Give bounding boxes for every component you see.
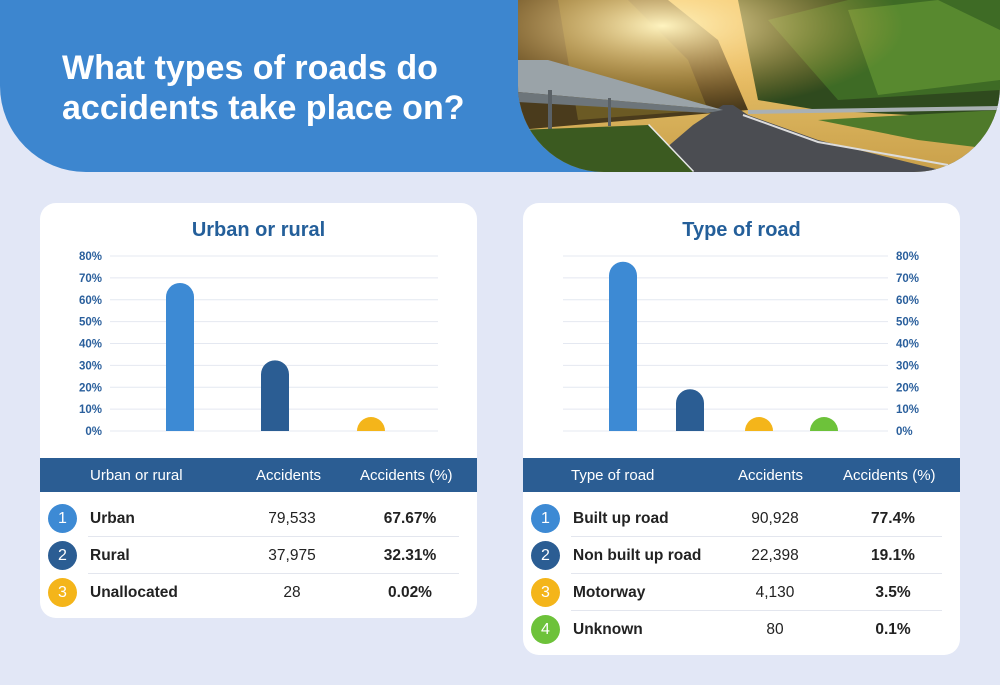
- bar-non-built-up-road: [676, 389, 704, 431]
- row-label: Rural: [90, 547, 130, 564]
- y-tick-label: 70%: [79, 273, 102, 285]
- y-tick-label: 80%: [896, 251, 919, 263]
- row-percent: 3.5%: [875, 584, 911, 601]
- table-row: 2 Rural 37,975 32.31%: [40, 537, 477, 574]
- column-header: Accidents: [256, 467, 322, 484]
- y-tick-label: 0%: [85, 426, 102, 438]
- bar-motorway: [745, 417, 773, 431]
- row-accidents: 4,130: [755, 584, 795, 601]
- row-label: Unknown: [573, 621, 643, 638]
- row-percent: 32.31%: [383, 547, 437, 564]
- y-tick-label: 60%: [896, 295, 919, 307]
- row-accidents: 79,533: [268, 510, 316, 527]
- row-number-badge: 1: [531, 504, 560, 533]
- page-title: What types of roads do accidents take pl…: [62, 49, 465, 127]
- bar-unknown: [810, 417, 838, 431]
- road-type-bar-chart: 0% 10% 20% 30% 40% 50% 60% 70% 80%: [563, 251, 919, 438]
- row-label: Unallocated: [90, 584, 178, 601]
- column-header: Accidents (%): [360, 467, 453, 484]
- y-tick-label: 30%: [896, 360, 919, 372]
- row-number-badge: 3: [531, 578, 560, 607]
- y-tick-label: 10%: [896, 404, 919, 416]
- column-header: Type of road: [571, 467, 655, 484]
- y-tick-label: 40%: [896, 339, 919, 351]
- column-header: Accidents: [738, 467, 804, 484]
- row-number-badge: 2: [48, 541, 77, 570]
- table-row: 1 Urban 79,533 67.67%: [40, 500, 477, 537]
- y-tick-label: 10%: [79, 404, 102, 416]
- y-tick-label: 50%: [896, 317, 919, 329]
- column-header: Accidents (%): [843, 467, 936, 484]
- y-tick-label: 60%: [79, 295, 102, 307]
- row-number-badge: 2: [531, 541, 560, 570]
- table-row: 4 Unknown 80 0.1%: [523, 611, 960, 648]
- y-tick-label: 50%: [79, 317, 102, 329]
- table-row: 3 Motorway 4,130 3.5%: [523, 574, 960, 611]
- y-tick-label: 0%: [896, 426, 913, 438]
- y-tick-label: 70%: [896, 273, 919, 285]
- urban-rural-chart-title: Urban or rural: [191, 219, 326, 241]
- row-label: Non built up road: [573, 547, 702, 564]
- table-row: 2 Non built up road 22,398 19.1%: [523, 537, 960, 574]
- row-accidents: 80: [766, 621, 784, 638]
- row-accidents: 90,928: [751, 510, 799, 527]
- row-label: Motorway: [573, 584, 646, 601]
- bar-urban: [166, 282, 194, 431]
- row-accidents: 22,398: [751, 547, 799, 564]
- y-tick-label: 20%: [896, 382, 919, 394]
- row-number-badge: 4: [531, 615, 560, 644]
- row-percent: 0.1%: [875, 621, 911, 638]
- row-percent: 0.02%: [388, 584, 432, 601]
- row-accidents: 37,975: [268, 547, 316, 564]
- column-header: Urban or rural: [90, 467, 183, 484]
- urban-rural-card: Urban or rural 0% 10% 20% 30% 40% 50% 60% 70% 80…: [40, 203, 477, 618]
- row-number-badge: 3: [48, 578, 77, 607]
- urban-rural-bar-chart: 0% 10% 20% 30% 40% 50% 60% 70% 80%: [79, 251, 438, 438]
- row-label: Built up road: [573, 510, 669, 527]
- bar-unallocated: [357, 417, 385, 431]
- y-tick-label: 80%: [79, 251, 102, 263]
- bar-rural: [261, 360, 289, 431]
- row-percent: 77.4%: [871, 510, 915, 527]
- row-label: Urban: [90, 510, 135, 527]
- y-tick-label: 30%: [79, 360, 102, 372]
- road-photo: [518, 0, 1000, 172]
- bar-built-up-road: [609, 261, 637, 431]
- y-tick-label: 40%: [79, 339, 102, 351]
- row-percent: 67.67%: [383, 510, 437, 527]
- road-type-table-header: Type of road Accidents Accidents (%): [523, 458, 960, 492]
- row-percent: 19.1%: [871, 547, 915, 564]
- row-accidents: 28: [283, 584, 301, 601]
- road-type-card: Type of road 0% 10% 20% 30% 40% 50% 60% 70% 80% …: [523, 203, 960, 655]
- urban-rural-table-header: Urban or rural Accidents Accidents (%): [40, 458, 477, 492]
- table-row: 3 Unallocated 28 0.02%: [40, 574, 477, 611]
- row-number-badge: 1: [48, 504, 77, 533]
- road-type-chart-title: Type of road: [682, 219, 801, 241]
- y-tick-label: 20%: [79, 382, 102, 394]
- table-row: 1 Built up road 90,928 77.4%: [523, 500, 960, 537]
